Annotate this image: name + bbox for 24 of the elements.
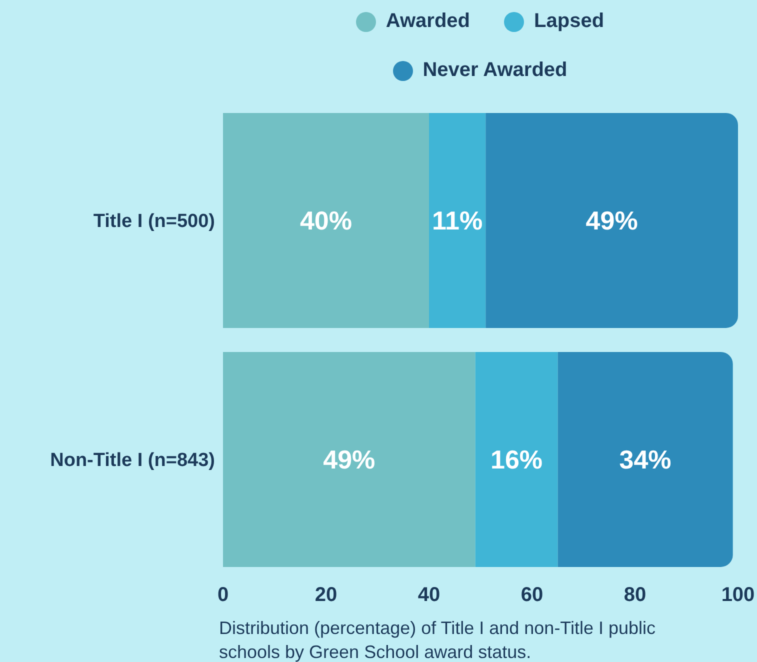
bar: [223, 352, 476, 567]
x-tick-label: 20: [314, 584, 338, 606]
data-label: 40%: [300, 205, 352, 236]
data-label: 49%: [586, 205, 638, 236]
legend-label: Lapsed: [534, 10, 604, 33]
bar: [558, 352, 733, 567]
bar: [223, 112, 429, 328]
legend-label: Awarded: [386, 10, 470, 33]
x-tick-label: 100: [721, 584, 755, 606]
data-label: 49%: [323, 444, 376, 474]
legend-label: Never Awarded: [422, 59, 568, 82]
bar: [475, 352, 558, 567]
x-tick-label: 0: [217, 584, 229, 606]
bar: [486, 112, 738, 328]
data-label: 16%: [490, 444, 543, 474]
text: Distribution (percentage) of Title I and non-Title I public schools by Green School award status.: [219, 617, 657, 662]
x-tick-label: 80: [624, 584, 646, 606]
data-label: 34%: [619, 444, 672, 474]
x-tick-label: 40: [418, 584, 440, 606]
y-tick-label: Non-Title I (n=843): [50, 450, 215, 472]
data-label: 11%: [432, 205, 483, 236]
bar: [429, 112, 486, 328]
y-tick-label: Title I (n=500): [93, 211, 215, 232]
x-tick-label: 60: [520, 584, 544, 606]
